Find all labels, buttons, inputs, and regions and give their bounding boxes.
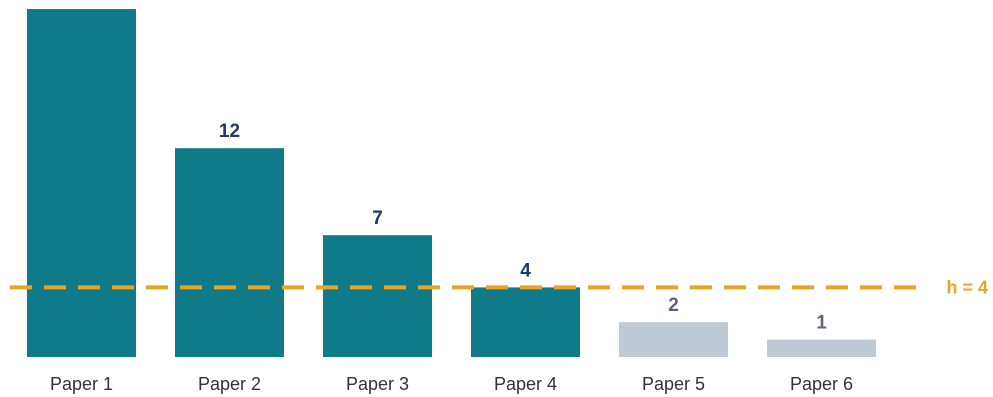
x-tick-label-paper-1: Paper 1 xyxy=(50,374,113,394)
x-tick-label-paper-2: Paper 2 xyxy=(198,374,261,394)
x-tick-label-paper-4: Paper 4 xyxy=(494,374,557,394)
value-label-paper-6: 1 xyxy=(816,313,827,334)
value-label-paper-4: 4 xyxy=(520,260,531,281)
x-tick-label-paper-5: Paper 5 xyxy=(642,374,705,394)
reference-line-label: h = 4 xyxy=(946,277,988,297)
value-label-paper-5: 2 xyxy=(668,295,679,316)
x-tick-label-paper-6: Paper 6 xyxy=(790,374,853,394)
bar-paper-6 xyxy=(767,339,876,357)
value-label-paper-2: 12 xyxy=(219,121,240,142)
value-labels-group: 12 7 4 2 1 xyxy=(219,121,827,333)
bar-paper-3 xyxy=(323,235,432,357)
value-label-paper-3: 7 xyxy=(372,208,383,229)
bars-group xyxy=(27,9,876,357)
reference-line-group: h = 4 xyxy=(10,277,988,297)
x-tick-label-paper-3: Paper 3 xyxy=(346,374,409,394)
x-tick-labels-group: Paper 1 Paper 2 Paper 3 Paper 4 Paper 5 Paper… xyxy=(50,374,853,394)
bar-paper-5 xyxy=(619,322,728,357)
bar-paper-4 xyxy=(471,287,580,357)
bar-paper-1 xyxy=(27,9,136,357)
bar-paper-2 xyxy=(175,148,284,357)
